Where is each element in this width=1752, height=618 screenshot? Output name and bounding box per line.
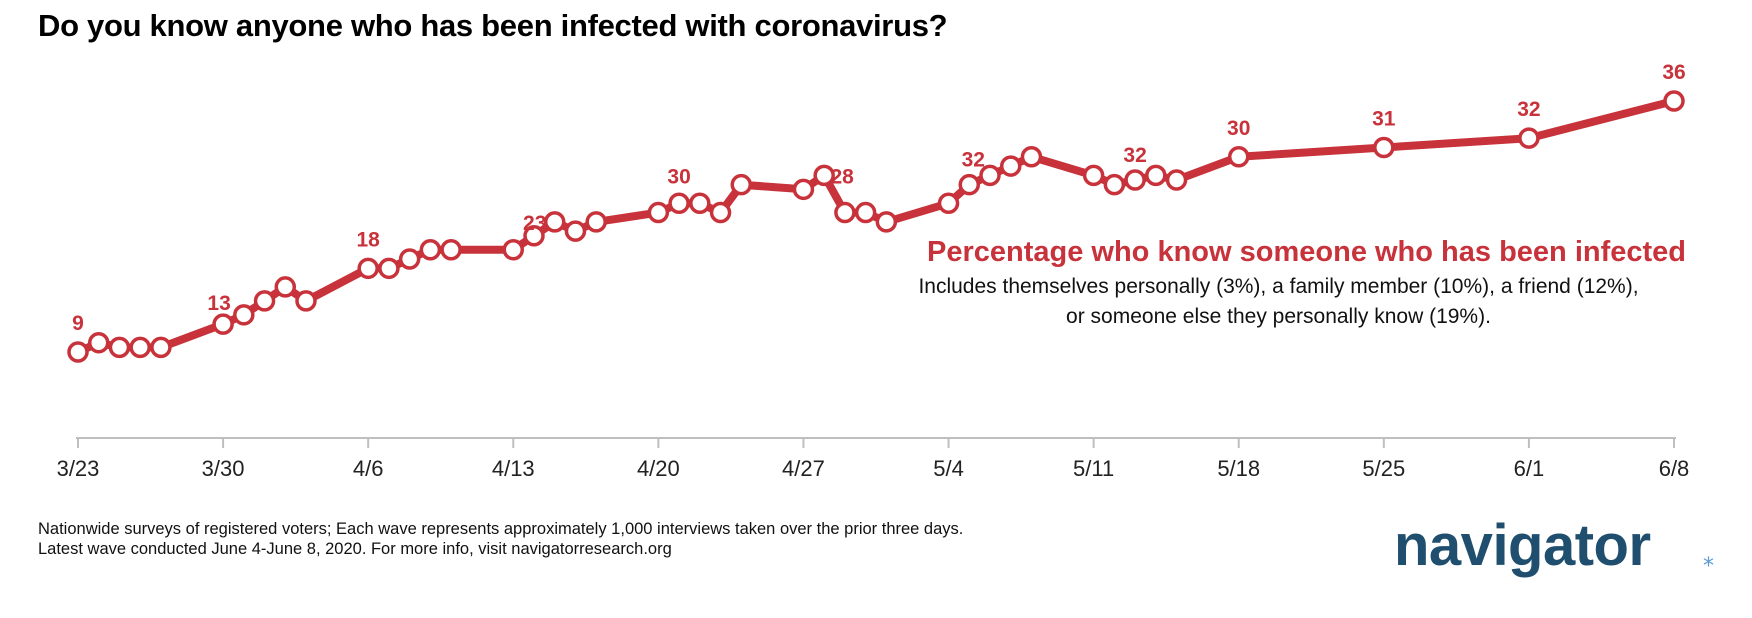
data-point (1124, 169, 1146, 191)
data-point (150, 336, 172, 359)
data-point (440, 238, 462, 261)
data-point (87, 331, 110, 354)
x-axis: 3/23 3/30 4/6 4/13 4/20 4/27 5/4 5/11 5/18 5/25 6/… (57, 437, 1690, 481)
chart-title: Do you know anyone who has been infected… (38, 8, 948, 43)
data-label: 30 (667, 165, 690, 188)
data-point (1663, 90, 1685, 112)
data-point (398, 248, 421, 270)
data-point (253, 290, 276, 312)
data-point (709, 201, 732, 224)
data-point (1145, 164, 1167, 187)
footnote-line-1: Nationwide surveys of registered voters;… (38, 520, 964, 538)
x-tick-label: 5/18 (1217, 456, 1260, 481)
annotation-line-2: or someone else they personally know (19… (1066, 305, 1491, 328)
x-tick-label: 5/11 (1073, 456, 1114, 481)
data-point (854, 201, 877, 224)
data-point (979, 164, 1001, 187)
data-label: 23 (523, 212, 546, 235)
data-point (1373, 136, 1395, 159)
data-point (523, 225, 545, 247)
data-point (1227, 146, 1250, 168)
x-tick-label: 4/13 (492, 456, 535, 481)
data-point (1165, 169, 1188, 191)
data-point (937, 192, 960, 215)
data-point (1020, 146, 1043, 168)
x-tick-label: 4/20 (637, 456, 680, 481)
data-label: 9 (72, 312, 84, 335)
footnote-line-2: Latest wave conducted June 4-June 8, 202… (38, 540, 672, 558)
data-point (730, 173, 753, 196)
data-label: 36 (1662, 61, 1685, 84)
logo-star-icon: * (1703, 554, 1714, 579)
data-point (1082, 164, 1105, 187)
x-tick-label: 3/23 (57, 456, 100, 481)
annotation-line-1: Includes themselves personally (3%), a f… (918, 275, 1639, 298)
data-points (67, 90, 1685, 363)
x-tick-label: 6/1 (1514, 456, 1545, 481)
data-point (875, 211, 898, 233)
data-point (212, 313, 234, 335)
x-tick-label: 4/27 (782, 456, 825, 481)
data-point (1518, 127, 1540, 149)
data-point (668, 192, 690, 215)
x-tick-label: 5/4 (933, 456, 964, 481)
data-point (585, 211, 607, 233)
data-point (958, 173, 981, 196)
data-label: 28 (831, 165, 855, 188)
data-point (502, 238, 525, 261)
annotation-heading: Percentage who know someone who has been… (927, 236, 1686, 268)
data-point (357, 257, 379, 280)
data-label: 13 (207, 292, 230, 315)
data-label: 18 (357, 228, 381, 251)
annotation-body: Includes themselves personally (3%), a f… (846, 272, 1686, 332)
data-point (792, 178, 815, 201)
data-point (564, 220, 587, 242)
footnote: Nationwide surveys of registered voters;… (38, 519, 963, 559)
data-point (689, 192, 711, 215)
data-point (834, 201, 856, 224)
data-point (999, 155, 1022, 177)
x-tick-label: 3/30 (202, 456, 245, 481)
data-point (378, 257, 400, 280)
navigator-logo: navigator (1394, 513, 1651, 578)
data-point (1103, 173, 1126, 196)
data-point (108, 336, 131, 359)
x-tick-label: 5/25 (1362, 456, 1405, 481)
data-labels: 9 13 18 23 30 28 32 32 30 31 32 36 (72, 61, 1686, 335)
data-point (233, 304, 255, 326)
data-point (274, 276, 297, 298)
data-point (129, 336, 151, 359)
data-point (295, 290, 317, 312)
x-tick-label: 4/6 (353, 456, 384, 481)
data-point (543, 211, 566, 233)
data-label: 30 (1227, 117, 1250, 140)
data-label: 32 (962, 149, 985, 172)
data-point (419, 238, 442, 261)
data-label: 32 (1123, 144, 1146, 167)
x-tick-label: 6/8 (1659, 456, 1690, 481)
data-label: 31 (1372, 107, 1396, 130)
data-point (647, 201, 670, 224)
data-point (813, 164, 835, 187)
data-label: 32 (1517, 98, 1540, 121)
data-point (67, 341, 89, 363)
